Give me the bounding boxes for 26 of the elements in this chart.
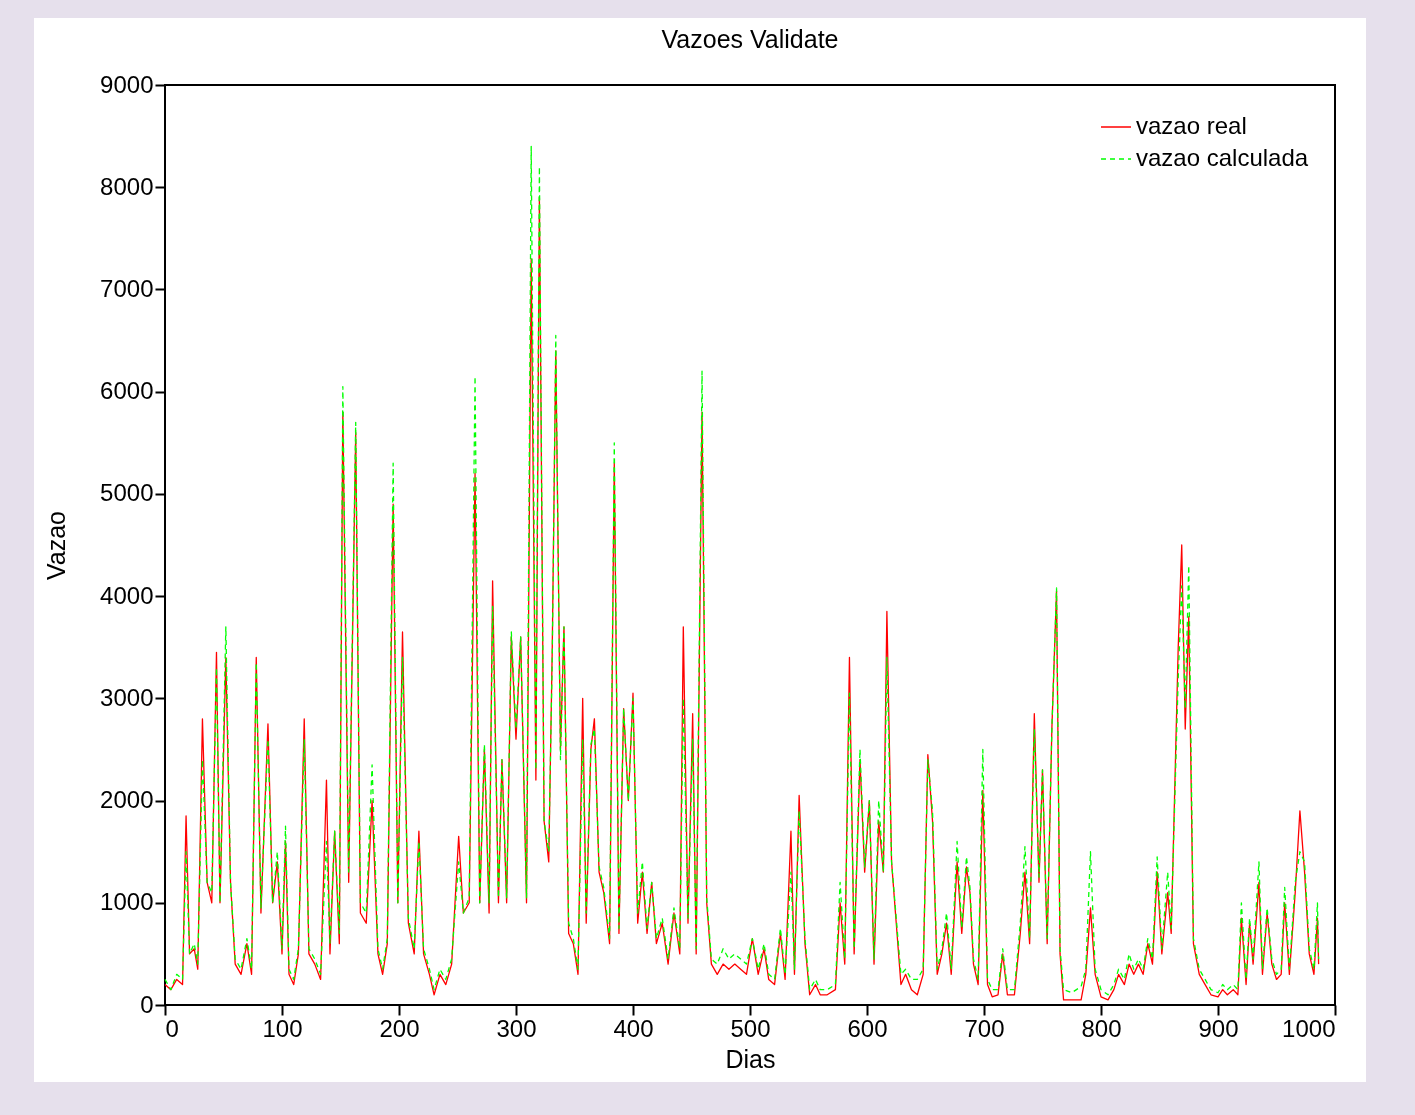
- x-tick-label: 400: [613, 1014, 654, 1042]
- x-tick-label: 100: [262, 1014, 303, 1042]
- y-tick-label: 7000: [100, 274, 154, 302]
- x-tick-label: 300: [496, 1014, 537, 1042]
- y-tick-label: 5000: [100, 479, 154, 507]
- y-tick-label: 8000: [100, 172, 154, 200]
- x-tick-label: 500: [730, 1014, 771, 1042]
- y-tick-label: 0: [140, 990, 154, 1018]
- chart-title: Vazoes Validate: [661, 25, 839, 53]
- x-tick-label: 900: [1198, 1014, 1239, 1042]
- legend-label: vazao calculada: [1136, 144, 1309, 171]
- y-tick-label: 6000: [100, 377, 154, 405]
- y-tick-label: 3000: [100, 683, 154, 711]
- x-tick-label: 0: [165, 1014, 179, 1042]
- x-tick-label: 200: [379, 1014, 420, 1042]
- x-axis-title: Dias: [725, 1044, 776, 1073]
- y-tick-label: 4000: [100, 581, 154, 609]
- y-tick-label: 2000: [100, 786, 154, 814]
- legend-label: vazao real: [1136, 112, 1247, 139]
- y-axis-title: Vazao: [42, 510, 71, 581]
- x-tick-label: 700: [964, 1014, 1005, 1042]
- x-tick-label: 1000: [1282, 1014, 1336, 1042]
- y-tick-label: 9000: [100, 70, 154, 98]
- x-tick-label: 800: [1081, 1014, 1122, 1042]
- x-tick-label: 600: [847, 1014, 888, 1042]
- y-tick-label: 1000: [100, 888, 154, 916]
